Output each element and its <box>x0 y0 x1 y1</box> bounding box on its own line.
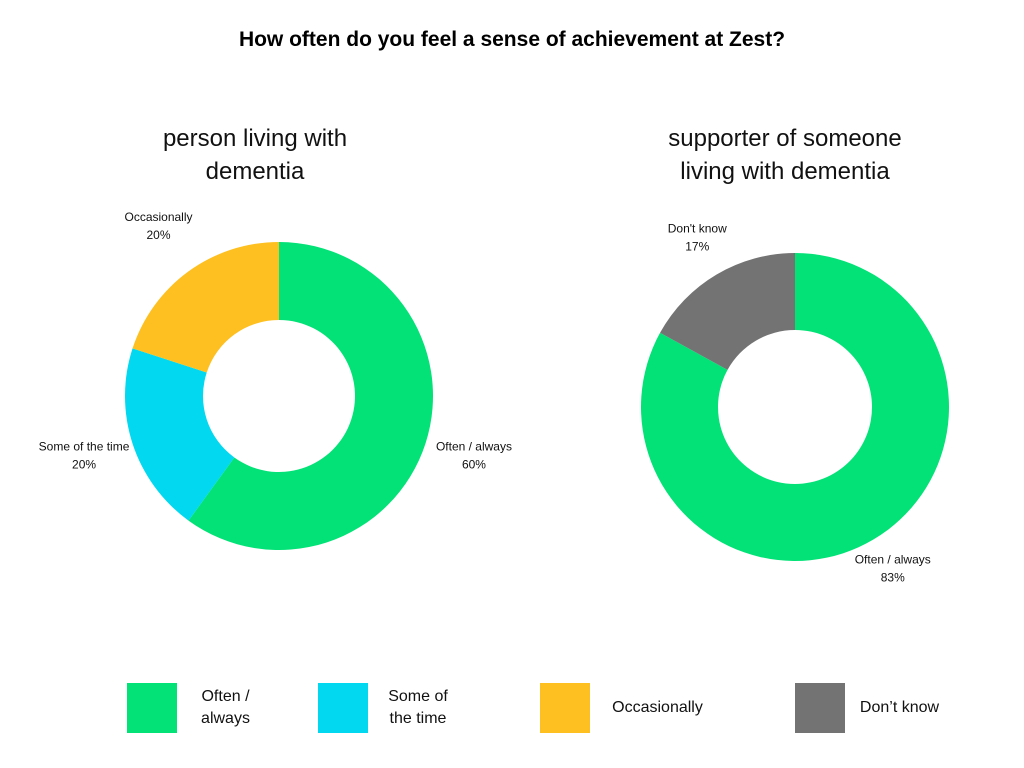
slice-value: 60% <box>462 457 486 471</box>
donut-slice <box>132 242 279 373</box>
legend-swatch <box>318 683 368 733</box>
page-title: How often do you feel a sense of achieve… <box>238 28 786 51</box>
slice-value: 17% <box>685 240 709 254</box>
donut-slice <box>188 242 433 550</box>
donut-slice <box>660 253 795 370</box>
legend-label: Some of the time <box>388 688 448 727</box>
slice-value: 83% <box>881 570 905 584</box>
legend-swatch <box>540 683 590 733</box>
slice-value: 20% <box>72 457 96 471</box>
slice-label: Often / always <box>436 439 512 453</box>
legend-label: Occasionally <box>612 699 703 716</box>
slice-label: Some of the time <box>39 439 130 453</box>
charts: Often / always 60% Some of the time 20% Occa… <box>39 210 949 584</box>
legend-swatch <box>127 683 177 733</box>
legend-swatch <box>795 683 845 733</box>
legend-label: Don’t know <box>859 699 940 716</box>
chart-title: supporter of someone living with dementi… <box>668 125 902 185</box>
legend-label: Often / always <box>201 688 250 727</box>
donut-slice <box>124 348 235 521</box>
slice-label: Don't know <box>668 222 727 236</box>
chart-title: person living with dementia <box>162 125 348 185</box>
slice-value: 20% <box>146 228 170 242</box>
slice-label: Often / always <box>855 552 931 566</box>
donut-slice <box>640 253 949 561</box>
slice-label: Occasionally <box>124 210 192 224</box>
